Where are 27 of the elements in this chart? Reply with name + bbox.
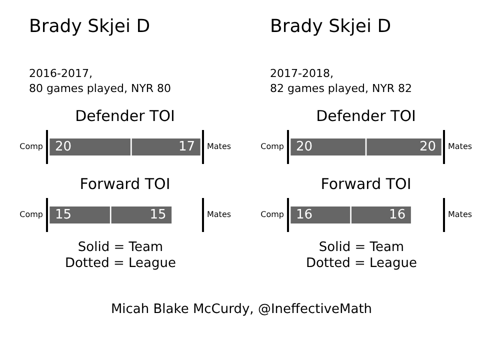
text: Comp — [20, 210, 43, 220]
chart-title: Brady Skjei D — [29, 16, 150, 37]
series-label: Mates — [448, 142, 472, 152]
series-label: Mates — [207, 142, 232, 152]
chart-subtitle: 2016-2017, 80 games played, NYR 80 — [29, 66, 172, 96]
text: Mates — [448, 210, 472, 220]
data-label: 20 — [296, 139, 313, 154]
series-label: Comp — [20, 142, 43, 152]
data-label: 20 — [55, 139, 72, 154]
text: Solid = Team Dotted = League — [64, 240, 178, 272]
data-label: 16 — [389, 207, 406, 222]
chart-title: Brady Skjei D — [270, 16, 392, 37]
text: Solid = Team Dotted = League — [304, 240, 418, 272]
data-label: 17 — [178, 139, 195, 154]
y-tick-label: Defender TOI — [316, 106, 416, 125]
text: Micah Blake McCurdy, @IneffectiveMath — [110, 302, 374, 317]
data-label: 15 — [150, 207, 166, 222]
y-tick-label: Forward TOI — [80, 174, 170, 193]
data-label: 15 — [55, 207, 72, 222]
chart-subtitle: 2017-2018, 82 games played, NYR 82 — [270, 66, 412, 96]
y-tick-label: Forward TOI — [320, 174, 412, 193]
text: Mates — [207, 210, 232, 220]
data-label: 16 — [296, 207, 313, 222]
series-label: Comp — [260, 142, 284, 152]
y-tick-label: Defender TOI — [75, 106, 175, 125]
text: Comp — [260, 210, 284, 220]
data-label: 20 — [419, 139, 436, 154]
